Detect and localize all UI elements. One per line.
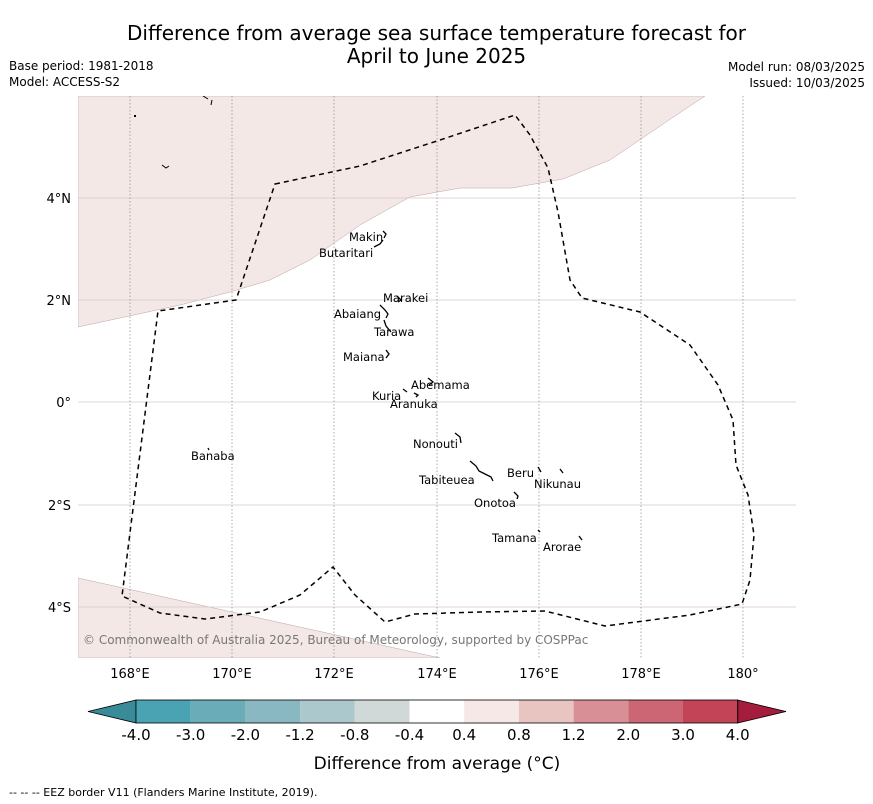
island-outline-tarawa <box>383 319 392 333</box>
colorbar-label: 4.0 <box>726 726 750 744</box>
island-outline-nonouti <box>454 432 462 444</box>
island-label: Tabiteuea <box>418 473 475 487</box>
colorbar-segment <box>683 700 738 723</box>
island-label: Abaiang <box>334 307 381 321</box>
lon-gridlines <box>129 96 744 658</box>
island-outline-arorae <box>578 535 583 541</box>
colorbar-segment <box>518 700 574 723</box>
copyright-notice: © Commonwealth of Australia 2025, Bureau… <box>83 633 588 647</box>
lat-tick-label: 4°S <box>48 601 71 616</box>
island-outline-maiana <box>385 349 390 359</box>
island-label: Kuria <box>372 389 401 403</box>
model-name: Model: ACCESS-S2 <box>9 75 121 89</box>
lon-tick-label: 180° <box>727 667 758 682</box>
island-label: Abemama <box>411 378 470 392</box>
colorbar-title: Difference from average (°C) <box>314 754 561 774</box>
colorbar-segment <box>354 700 410 723</box>
shaded-region-south <box>78 577 441 658</box>
island-outline-kuria <box>402 388 408 393</box>
island-label: Marakei <box>383 291 428 305</box>
meta-right: Model run: 08/03/2025 Issued: 10/03/2025 <box>728 59 865 91</box>
colorbar-extend-high <box>737 699 787 724</box>
island-label: Nikunau <box>534 477 581 491</box>
island-outline-beru <box>537 466 542 473</box>
colorbar-label: -1.2 <box>285 726 314 744</box>
lat-tick-label: 0° <box>56 396 71 411</box>
base-period: Base period: 1981-2018 <box>9 59 154 73</box>
map-area: Makin Butaritari Marakei Abaiang Tarawa … <box>78 96 796 658</box>
colorbar-label: 0.8 <box>507 726 531 744</box>
lat-tick-label: 4°N <box>47 192 72 207</box>
lon-tick-label: 172°E <box>314 667 354 682</box>
island-outline-abaiang <box>379 304 389 319</box>
colorbar-label: -0.8 <box>340 726 369 744</box>
title-line-2: April to June 2025 <box>346 44 527 68</box>
colorbar-label: -3.0 <box>176 726 205 744</box>
colorbar-segment <box>190 700 246 723</box>
colorbar-segment <box>409 700 465 723</box>
island-outline-marakei <box>396 295 403 303</box>
colorbar-extend-low <box>87 699 137 724</box>
map-title: Difference from average sea surface temp… <box>0 22 873 68</box>
colorbar-label: 3.0 <box>671 726 695 744</box>
island-label: Arorae <box>543 540 581 554</box>
lon-tick-label: 170°E <box>212 667 252 682</box>
colorbar-label: 1.2 <box>562 726 586 744</box>
island-label: Butaritari <box>319 246 373 260</box>
colorbar-labels: -4.0 -3.0 -2.0 -1.2 -0.8 -0.4 0.4 0.8 1.2 2.0 3.0 4… <box>121 726 749 744</box>
island-label: Aranuka <box>390 397 438 411</box>
lat-tick-labels: 4°N 2°N 0° 2°S 4°S <box>47 192 72 616</box>
island-labels: Makin Butaritari Marakei Abaiang Tarawa … <box>191 230 581 554</box>
colorbar-label: 2.0 <box>616 726 640 744</box>
colorbar-segment <box>464 700 519 723</box>
island-label: Tamana <box>491 531 537 545</box>
island-label: Nonouti <box>413 437 458 451</box>
colorbar-segment <box>136 700 191 723</box>
island-label: Onotoa <box>474 496 516 510</box>
lon-tick-label: 174°E <box>417 667 457 682</box>
colorbar-segment <box>245 700 301 723</box>
island-label: Makin <box>349 230 383 244</box>
island-outline-banaba <box>207 447 210 451</box>
colorbar <box>87 699 787 724</box>
island-outline-aranuka <box>413 392 420 398</box>
island-outlines <box>207 230 583 541</box>
lon-tick-label: 178°E <box>621 667 661 682</box>
island-label: Maiana <box>343 350 385 364</box>
title-line-1: Difference from average sea surface temp… <box>126 21 746 45</box>
island-label: Beru <box>507 466 534 480</box>
island-label: Tarawa <box>373 325 414 339</box>
lon-tick-label: 168°E <box>110 667 150 682</box>
colorbar-label: -4.0 <box>121 726 150 744</box>
island-outline-abemama <box>427 377 435 386</box>
island-outline-north-3 <box>161 164 170 169</box>
colorbar-label: 0.4 <box>452 726 476 744</box>
lat-tick-label: 2°N <box>47 294 72 309</box>
colorbar-segment <box>573 700 629 723</box>
eez-border <box>121 114 755 627</box>
colorbar-segment <box>628 700 683 723</box>
island-outline-tabiteuea <box>469 460 494 482</box>
island-outline-nikunau <box>559 468 564 474</box>
island-outline-onotoa <box>513 491 519 500</box>
meta-left: Base period: 1981-2018 Model: ACCESS-S2 <box>9 58 154 90</box>
colorbar-label: -0.4 <box>395 726 424 744</box>
colorbar-outline <box>135 699 739 724</box>
island-outline-butaritari <box>373 239 384 248</box>
lon-tick-labels: 168°E 170°E 172°E 174°E 176°E 178°E 180° <box>110 667 758 682</box>
colorbar-segment <box>300 700 355 723</box>
colorbar-label: -2.0 <box>231 726 260 744</box>
island-outline-north-2 <box>202 96 213 106</box>
island-outline-tamana <box>537 529 541 533</box>
island-outline-makin <box>382 230 387 239</box>
issued-date: Issued: 10/03/2025 <box>749 76 865 90</box>
island-label: Banaba <box>191 449 235 463</box>
lat-tick-label: 2°S <box>48 499 71 514</box>
model-run: Model run: 08/03/2025 <box>727 60 865 74</box>
island-outline-north-1 <box>134 115 136 117</box>
lon-tick-label: 176°E <box>519 667 559 682</box>
footer-note: -- -- -- EEZ border V11 (Flanders Marine… <box>9 786 318 799</box>
